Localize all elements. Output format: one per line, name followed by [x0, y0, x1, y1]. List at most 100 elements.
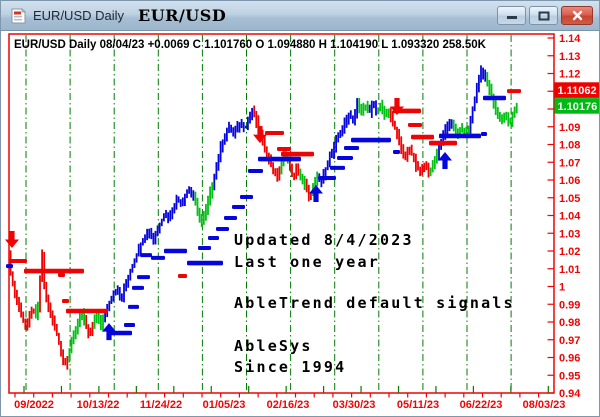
support-dots-dot	[351, 137, 391, 143]
x-axis-label: 10/13/22	[77, 399, 120, 411]
plot-border	[8, 33, 555, 394]
sell-arrow	[253, 126, 267, 144]
chart-document-icon	[11, 7, 26, 23]
titlebar: EUR/USD Daily EUR/USD	[1, 1, 599, 31]
close-button[interactable]	[561, 6, 593, 25]
window-title-symbol: EUR/USD	[138, 6, 227, 25]
support-dots-dot	[232, 204, 245, 209]
support-dots-dot	[198, 245, 211, 250]
resistance-dots-dot	[66, 308, 108, 314]
maximize-icon	[538, 11, 549, 20]
support-dots-dot	[151, 255, 165, 260]
minimize-button[interactable]	[497, 6, 526, 25]
price-badge-value: 1.10176	[558, 101, 598, 113]
x-axis-label: 09/2022	[14, 399, 54, 411]
support-dots-dot	[318, 176, 336, 181]
resistance-dots-dot	[277, 146, 291, 151]
support-dots-dot	[344, 146, 359, 151]
resistance-dots-dot	[265, 130, 284, 135]
annotation-text: Since 1994	[234, 358, 346, 376]
quote-info: EUR/USD Daily 08/04/23 +0.0069 C 1.10176…	[14, 39, 487, 51]
annotation-text: Last one year	[234, 253, 380, 271]
annotation-text: AbleSys	[234, 337, 313, 355]
resistance-dots-dot	[9, 258, 27, 263]
resistance-dots-dot	[507, 89, 521, 94]
y-axis-label: 1.03	[559, 228, 580, 240]
resistance-dots-dot	[281, 151, 314, 157]
buy-arrow	[309, 184, 323, 202]
minimize-icon	[506, 16, 517, 19]
y-axis-label: 0.95	[559, 370, 580, 382]
resistance-dots-dot	[178, 274, 187, 279]
sell-arrow	[390, 98, 404, 116]
support-dots-dot	[124, 323, 135, 328]
signal-arrows	[5, 98, 452, 341]
price-badge	[554, 82, 599, 98]
support-dots-dot	[216, 226, 229, 231]
x-axis-label: 06/22/23	[460, 399, 503, 411]
y-axis-label: 1.07	[559, 157, 580, 169]
resistance-dots-dot	[24, 268, 84, 274]
resistance-dots-dot	[411, 134, 434, 140]
support-dots-dot	[187, 260, 223, 266]
resistance-dots-dot	[429, 140, 457, 146]
support-dots-dot	[137, 275, 150, 280]
support-dots-dot	[224, 215, 237, 220]
y-axis-label: 1.14	[559, 33, 581, 45]
close-icon	[572, 10, 582, 21]
support-dots-dot	[439, 133, 481, 139]
y-axis-label: 1.09	[559, 122, 580, 134]
resistance-dots	[9, 89, 521, 314]
support-dots-dot	[248, 168, 263, 173]
price-badges: 1.11062 1.10176	[554, 82, 599, 114]
y-axis-label: 1.02	[559, 246, 580, 258]
resistance-dots-dot	[408, 122, 422, 127]
support-dots-dot	[164, 248, 187, 254]
support-dots-dot	[393, 149, 400, 154]
buy-arrow	[102, 323, 116, 341]
maximize-button[interactable]	[529, 6, 558, 25]
y-axis-label: 1.06	[559, 175, 580, 187]
x-axis-label: 11/24/22	[140, 399, 182, 411]
x-axis-label: 01/05/23	[203, 399, 246, 411]
y-axis-label: 1.04	[559, 211, 581, 223]
gridlines	[25, 35, 512, 392]
x-axis-label: 03/30/23	[333, 399, 376, 411]
x-axis-label: 05/11/23	[397, 399, 439, 411]
support-dots-dot	[109, 330, 132, 336]
x-axis-label: 02/16/23	[267, 399, 310, 411]
price-badge	[554, 98, 599, 114]
y-axis-label: 1	[559, 282, 565, 294]
support-dots-dot	[128, 304, 139, 309]
y-axis-label: 0.99	[559, 299, 580, 311]
quote-info-line: EUR/USD Daily 08/04/23 +0.0069 C 1.10176…	[14, 39, 487, 51]
y-axis: 1.141.131.121.111.101.091.081.071.061.05…	[547, 33, 581, 400]
price-bars	[9, 65, 518, 370]
price-badge-value: 1.11062	[558, 85, 597, 97]
y-axis-label: 1.12	[559, 69, 580, 81]
y-axis-label: 1.01	[559, 264, 580, 276]
annotation-text: Updated 8/4/2023	[234, 231, 414, 249]
support-dots-dot	[483, 95, 506, 101]
support-dots-dot	[330, 165, 345, 170]
sell-arrow	[5, 230, 19, 248]
support-dots-dot	[208, 236, 219, 241]
x-axis: 09/2022 10/13/22 11/24/22 01/05/23 02/16/23 0…	[14, 386, 565, 411]
resistance-dots-dot	[62, 299, 69, 304]
support-dots-dot	[337, 155, 353, 160]
y-axis-label: 1.05	[559, 193, 580, 205]
support-dots-dot	[6, 264, 13, 269]
support-dots-dot	[258, 156, 301, 162]
window-title: EUR/USD Daily	[33, 8, 125, 23]
support-dots-dot	[481, 132, 487, 137]
support-dots-dot	[240, 195, 253, 200]
resistance-dots-dot	[58, 272, 65, 277]
y-axis-label: 0.96	[559, 353, 580, 365]
buy-arrow	[438, 151, 452, 169]
x-axis-label: 08/03/23	[523, 399, 566, 411]
y-axis-label: 1.13	[559, 51, 580, 63]
window-controls	[497, 6, 593, 25]
support-dots-dot	[132, 285, 144, 290]
